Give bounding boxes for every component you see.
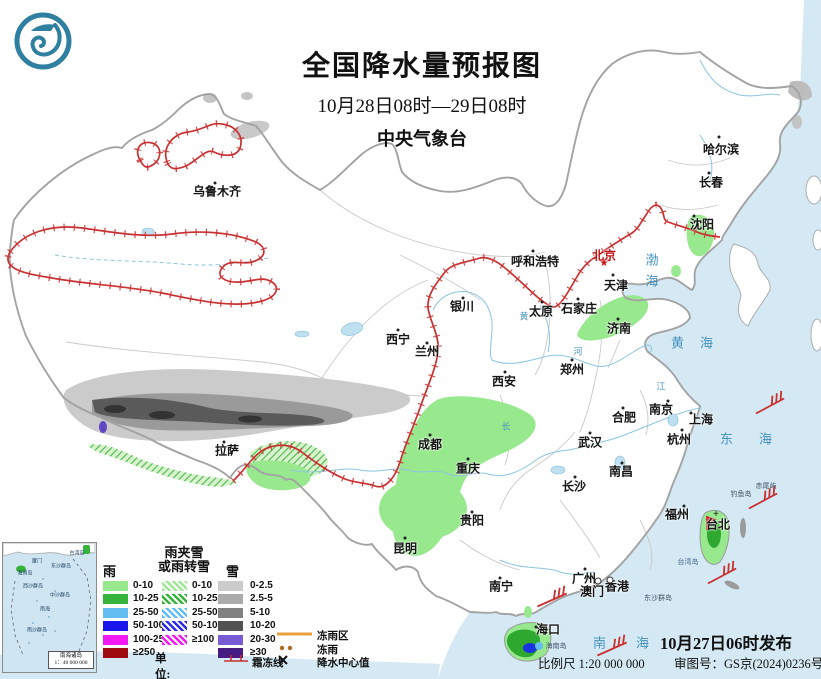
- precipitation-areas: [63, 80, 812, 556]
- legend-frost-line-label: 霜冻线: [252, 658, 284, 669]
- legend-value: 5-10: [250, 606, 271, 618]
- legend-rain-header: 雨: [103, 564, 117, 579]
- legend-swatch: [218, 594, 243, 605]
- legend-freezing-rain-area-label: 冻雨区: [317, 631, 349, 642]
- continent-landmass: [0, 0, 804, 679]
- wind-barb-icon: [748, 485, 778, 510]
- inset-map: [3, 543, 95, 664]
- legend-snow-header: 雪: [226, 564, 240, 579]
- inset-scale: 1：40 000 000: [54, 660, 88, 666]
- rivers: [54, 59, 781, 575]
- inset-island-label: 台湾岛: [69, 551, 85, 557]
- map-scale: 比例尺 1:20 000 000: [538, 657, 645, 671]
- sea-southwest: [0, 651, 440, 679]
- legend-swatch: [103, 648, 128, 658]
- inset-island-label: 西沙群岛: [22, 584, 44, 590]
- legend-value: 10-20: [250, 620, 276, 632]
- legend-value: ≥30: [250, 647, 267, 658]
- legend-value: 0-2.5: [250, 580, 273, 591]
- legend-value: 10-25: [133, 593, 159, 605]
- hainan-island: [504, 606, 552, 662]
- legend-value: 0-10: [192, 580, 213, 591]
- south-china-sea-inset: 台湾岛厦门东沙群岛海南岛西沙群岛 中沙群岛南海南沙群岛 南海诸岛 1：40 000…: [2, 542, 97, 673]
- legend-swatch: [162, 607, 187, 618]
- typhoon-flag-icon: [706, 516, 717, 530]
- cma-logo: [14, 12, 72, 70]
- agency-name: 中央气象台: [376, 129, 467, 149]
- legend-value: 100-250: [133, 633, 170, 645]
- legend-swatch: [103, 634, 128, 645]
- legend-swatch: [103, 621, 128, 632]
- gray-islets: [724, 518, 746, 590]
- forecast-period: 10月28日08时—29日08时: [317, 96, 527, 117]
- legend-value: 0-10: [133, 580, 154, 591]
- approval-number: 审图号：GS京(2024)0236号: [674, 657, 821, 671]
- legend-swatch: [162, 594, 187, 605]
- legend-value: ≥250: [133, 647, 156, 658]
- legend-swatch: [218, 607, 243, 618]
- legend-freezing-rain-label: 冻雨: [317, 645, 338, 656]
- legend-swatch: [162, 621, 187, 632]
- inset-island-label: 厦门: [31, 559, 43, 565]
- map-header: 全国降水量预报图 10月28日08时—29日08时 中央气象台: [302, 44, 542, 151]
- legend-swatch: [218, 648, 243, 658]
- page-title: 全国降水量预报图: [301, 51, 543, 82]
- inset-island-label: 中沙群岛: [49, 593, 71, 599]
- legend-swatch: [218, 634, 243, 645]
- legend-swatch: [162, 634, 187, 645]
- release-time: 10月27日06时发布: [660, 634, 792, 653]
- china-border: [8, 49, 802, 617]
- legend-unit: 单位:毫米: [155, 653, 171, 679]
- wind-barb-icon: [537, 585, 567, 608]
- legend-swatch: [218, 621, 243, 632]
- legend-value: 50-100: [192, 620, 224, 632]
- legend-swatch: [103, 594, 128, 605]
- frost-line: [4, 120, 721, 491]
- wind-barb-icon: [755, 390, 785, 415]
- legend-swatch: [162, 581, 187, 591]
- legend-swatch: [103, 581, 128, 591]
- neighbour-islands: [729, 175, 821, 352]
- legend-value: 2.5-5: [250, 593, 273, 605]
- legend-swatch: [103, 607, 128, 618]
- inset-island-label: 南海: [39, 607, 51, 613]
- wind-barb-icon: [707, 560, 737, 585]
- inset-scale-box: 南海诸岛 1：40 000 000: [48, 651, 94, 669]
- legend-value: 10-25: [192, 593, 218, 605]
- wind-barb-icon: [597, 634, 627, 657]
- legend-sleet-header: 雨夹雪 或雨转雪: [158, 545, 211, 574]
- inset-island-label: 东沙群岛: [50, 564, 72, 570]
- legend-value: 25-50: [192, 606, 218, 618]
- legend-value: ≥100: [192, 633, 215, 645]
- inset-island-label: 海南岛: [17, 571, 33, 577]
- legend-precip-center-label: 降水中心值: [317, 658, 370, 669]
- legend-value: 50-100: [133, 620, 165, 632]
- inset-title: 南海诸岛: [59, 653, 82, 659]
- legend-value: 25-50: [133, 606, 159, 618]
- legend-value: 20-30: [250, 633, 276, 645]
- inset-island-label: 南沙群岛: [26, 628, 48, 634]
- legend-swatch: [218, 581, 243, 591]
